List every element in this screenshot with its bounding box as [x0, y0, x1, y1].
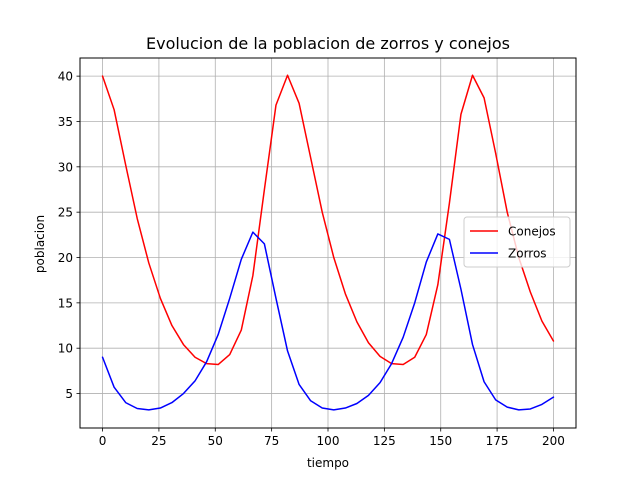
y-tick-label: 15: [58, 296, 73, 310]
x-tick-label: 125: [373, 434, 396, 448]
legend-label-conejos: Conejos: [508, 225, 556, 239]
x-tick-label: 75: [264, 434, 279, 448]
y-tick-label: 10: [58, 342, 73, 356]
y-tick-label: 35: [58, 115, 73, 129]
series-line-conejos: [101, 74, 555, 366]
x-tick-label: 100: [317, 434, 340, 448]
y-tick-label: 20: [58, 251, 73, 265]
y-tick-label: 40: [58, 70, 73, 84]
x-tick-label: 150: [429, 434, 452, 448]
series-lines: [101, 74, 555, 411]
x-axis-label: tiempo: [307, 456, 349, 470]
x-tick-label: 200: [542, 434, 565, 448]
y-tick-label: 25: [58, 206, 73, 220]
y-tick-label: 5: [65, 387, 73, 401]
y-axis-label: poblacion: [33, 215, 47, 273]
x-tick-label: 0: [99, 434, 107, 448]
legend: Conejos Zorros: [463, 216, 571, 268]
x-tick-label: 50: [208, 434, 223, 448]
grid-lines: [80, 58, 576, 428]
axis-ticks: 0 25 50 75 100 125 150 175 200 5 10 15 20 25 30 35 40: [58, 70, 565, 448]
series-line-zorros: [101, 231, 555, 411]
legend-label-zorros: Zorros: [508, 247, 547, 261]
x-tick-label: 25: [151, 434, 166, 448]
chart-title: Evolucion de la poblacion de zorros y co…: [146, 34, 510, 53]
y-tick-label: 30: [58, 160, 73, 174]
x-tick-label: 175: [486, 434, 509, 448]
legend-box: [463, 216, 571, 268]
